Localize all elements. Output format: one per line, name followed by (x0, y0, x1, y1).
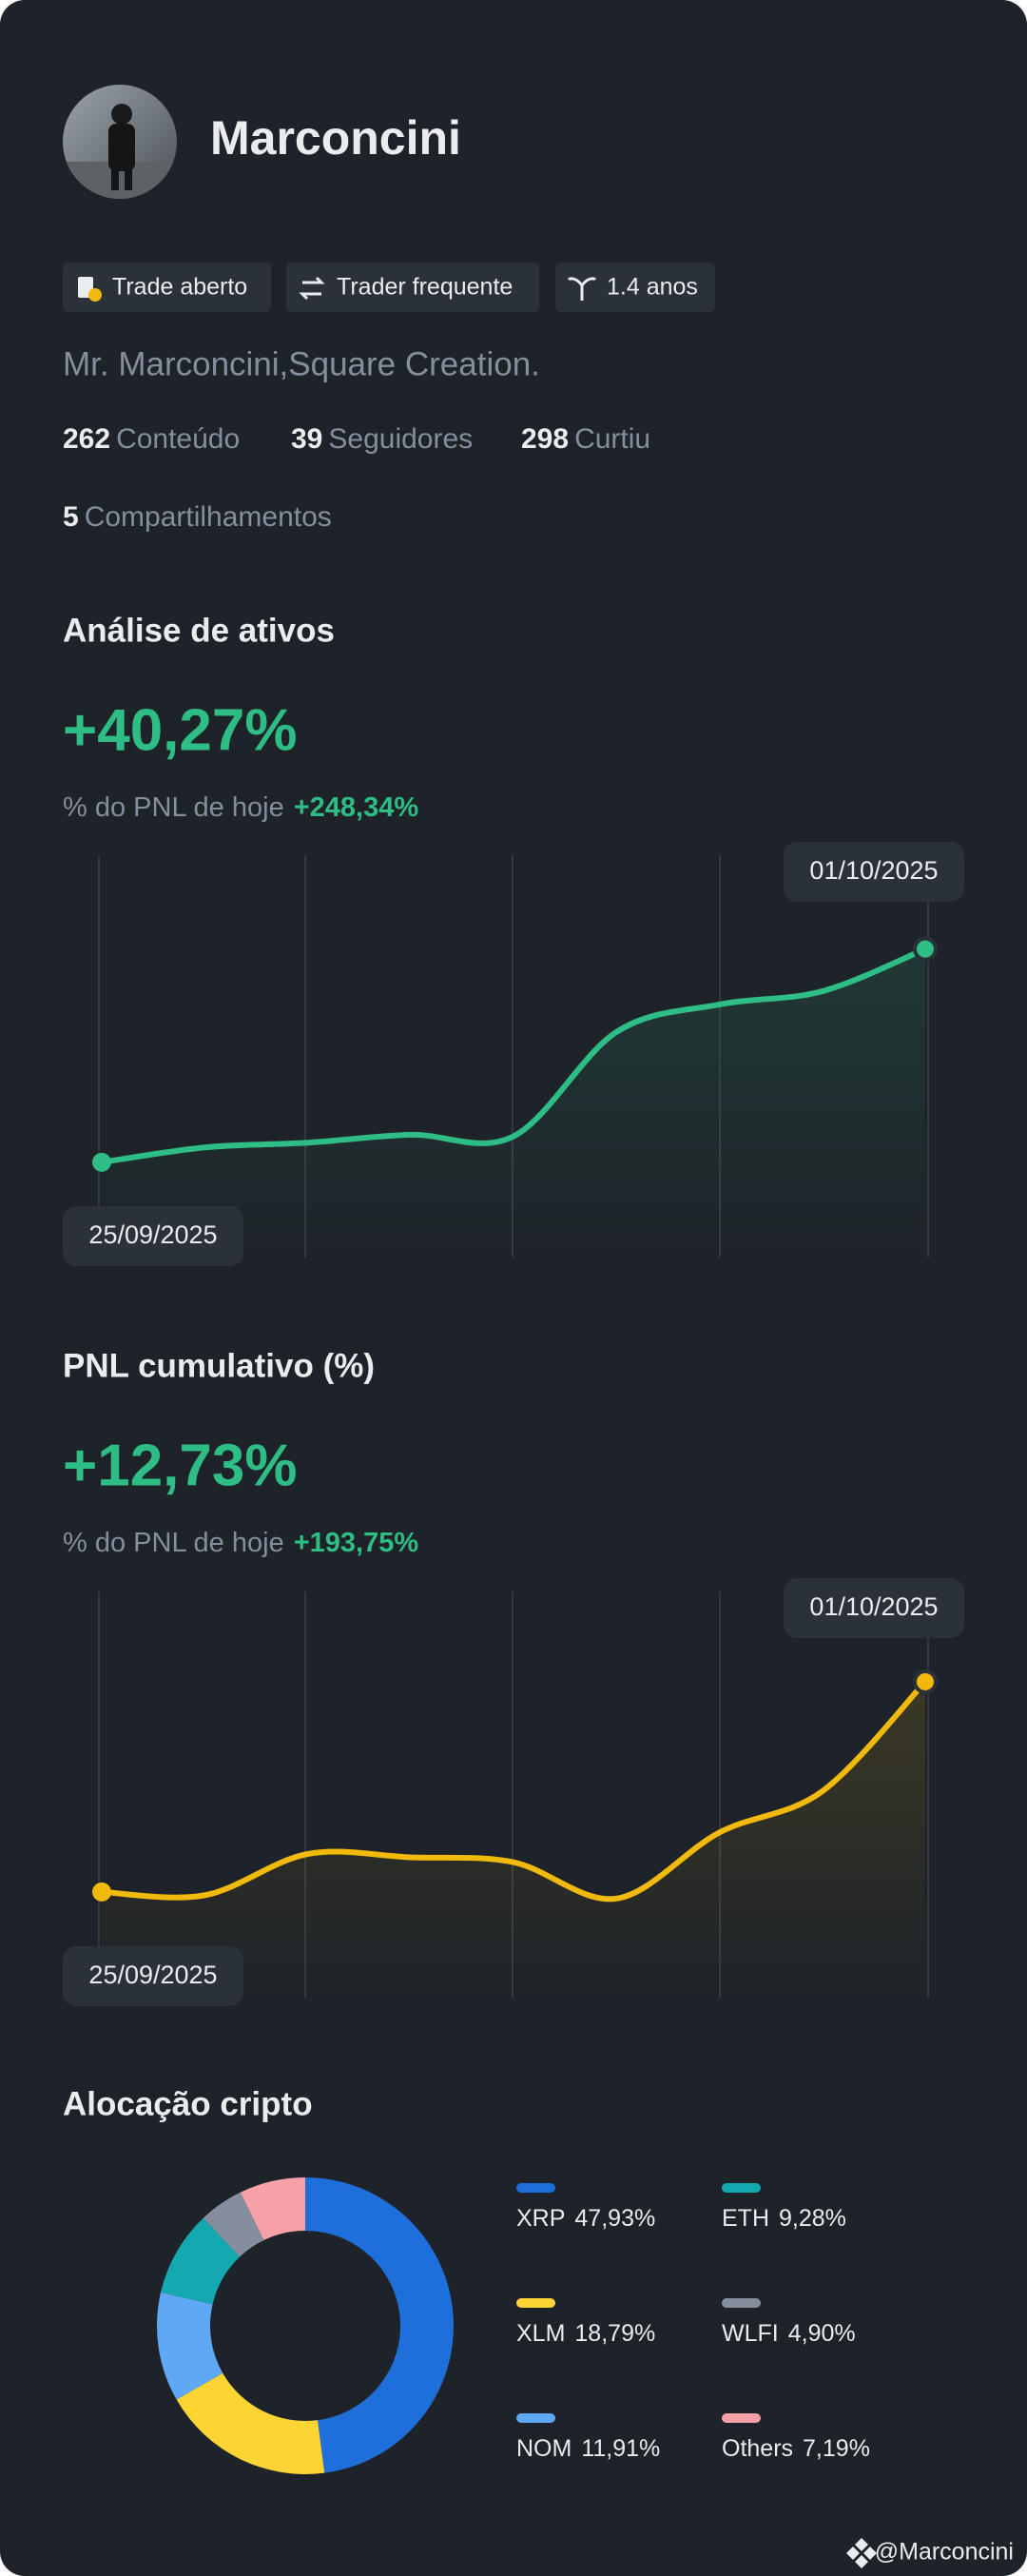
stat: 298 Curtiu (521, 423, 650, 455)
pnl-label: % do PNL de hoje (63, 1528, 284, 1558)
legend-value: 4,90% (788, 2320, 856, 2347)
legend-swatch (722, 2298, 761, 2308)
section-title: Alocação cripto (63, 2085, 313, 2122)
footer-logo (846, 2538, 877, 2568)
stat-value: 262 (63, 423, 110, 455)
legend-swatch (516, 2298, 555, 2308)
tag-label: Trader frequente (337, 274, 513, 301)
tag-chip (286, 263, 539, 312)
date-pill (784, 842, 964, 902)
legend-name: Others (722, 2435, 793, 2462)
stat-label: Curtiu (574, 423, 650, 455)
series-line (99, 946, 928, 1165)
legend-value: 11,91% (581, 2435, 660, 2462)
endpoint (913, 936, 938, 962)
profile-bio: Mr. Marconcini,Square Creation. (63, 345, 540, 382)
legend-name: XRP (516, 2205, 565, 2232)
legend-swatch (722, 2183, 761, 2193)
pnl-subtitle: % do PNL de hoje +248,34% (63, 792, 418, 823)
stat: 262 Conteúdo (63, 423, 240, 455)
pnl-label: % do PNL de hoje (63, 792, 284, 823)
legend-swatch (516, 2413, 555, 2423)
donut-segment (176, 2372, 325, 2474)
area (102, 948, 925, 1258)
donut-segment (240, 2177, 305, 2241)
date-label: 25/09/2025 (88, 1961, 217, 1989)
headline-value: +12,73% (63, 1433, 298, 1498)
endpoint (92, 1882, 111, 1902)
section-title: PNL cumulativo (%) (63, 1347, 375, 1384)
stat-value: 5 (63, 501, 79, 533)
legend-swatch (722, 2413, 761, 2423)
legend-entry: XLM 18,79% (516, 2320, 655, 2347)
stat-value: 298 (521, 423, 569, 455)
pnl-value: +248,34% (294, 792, 419, 823)
donut-segment (157, 2292, 223, 2400)
endpoint (913, 1669, 938, 1694)
tag-icon (567, 277, 597, 301)
date-pill (784, 1578, 964, 1638)
pnl-subtitle: % do PNL de hoje +193,75% (63, 1528, 418, 1558)
legend-entry: ETH 9,28% (722, 2205, 846, 2232)
legend-value: 9,28% (779, 2205, 846, 2232)
stat-value: 39 (291, 423, 322, 455)
date-label: 01/10/2025 (809, 856, 938, 885)
tag-icon (299, 276, 325, 301)
tag-icon (88, 288, 102, 302)
date-pill (63, 1206, 243, 1266)
area (102, 1681, 925, 1998)
legend-value: 18,79% (574, 2320, 655, 2347)
tag-chip (555, 263, 715, 312)
legend-name: WLFI (722, 2320, 779, 2347)
date-label: 01/10/2025 (809, 1592, 938, 1621)
headline-value: +40,27% (63, 697, 298, 763)
legend-entry: XRP 47,93% (516, 2205, 655, 2232)
legend-name: ETH (722, 2205, 769, 2232)
avatar[interactable] (63, 85, 177, 200)
profile-name: Marconcini (210, 111, 461, 165)
pnl-value: +193,75% (294, 1528, 419, 1558)
legend-value: 47,93% (574, 2205, 655, 2232)
donut-segment (203, 2192, 264, 2257)
stat-label: Seguidores (328, 423, 473, 455)
stat-label: Conteúdo (116, 423, 240, 455)
stat: 39 Seguidores (291, 423, 473, 455)
date-label: 25/09/2025 (88, 1220, 217, 1249)
endpoint (92, 1152, 111, 1172)
tag-label: 1.4 anos (607, 274, 698, 301)
legend-entry: NOM 11,91% (516, 2435, 660, 2462)
legend-name: XLM (516, 2320, 565, 2347)
legend-name: NOM (516, 2435, 572, 2462)
stat-label: Compartilhamentos (85, 501, 332, 533)
legend-entry: WLFI 4,90% (722, 2320, 856, 2347)
legend-value: 7,19% (803, 2435, 870, 2462)
legend-swatch (516, 2183, 555, 2193)
footer-handle: @Marconcini (875, 2539, 1014, 2566)
stat: 5 Compartilhamentos (63, 501, 332, 533)
section-title: Análise de ativos (63, 612, 335, 649)
tag-chip (63, 263, 271, 312)
tag-label: Trade aberto (112, 274, 247, 301)
legend-entry: Others 7,19% (722, 2435, 870, 2462)
date-pill (63, 1946, 243, 2006)
donut-segment (161, 2217, 241, 2305)
donut-segment (305, 2177, 454, 2473)
series-line (99, 1678, 928, 1903)
